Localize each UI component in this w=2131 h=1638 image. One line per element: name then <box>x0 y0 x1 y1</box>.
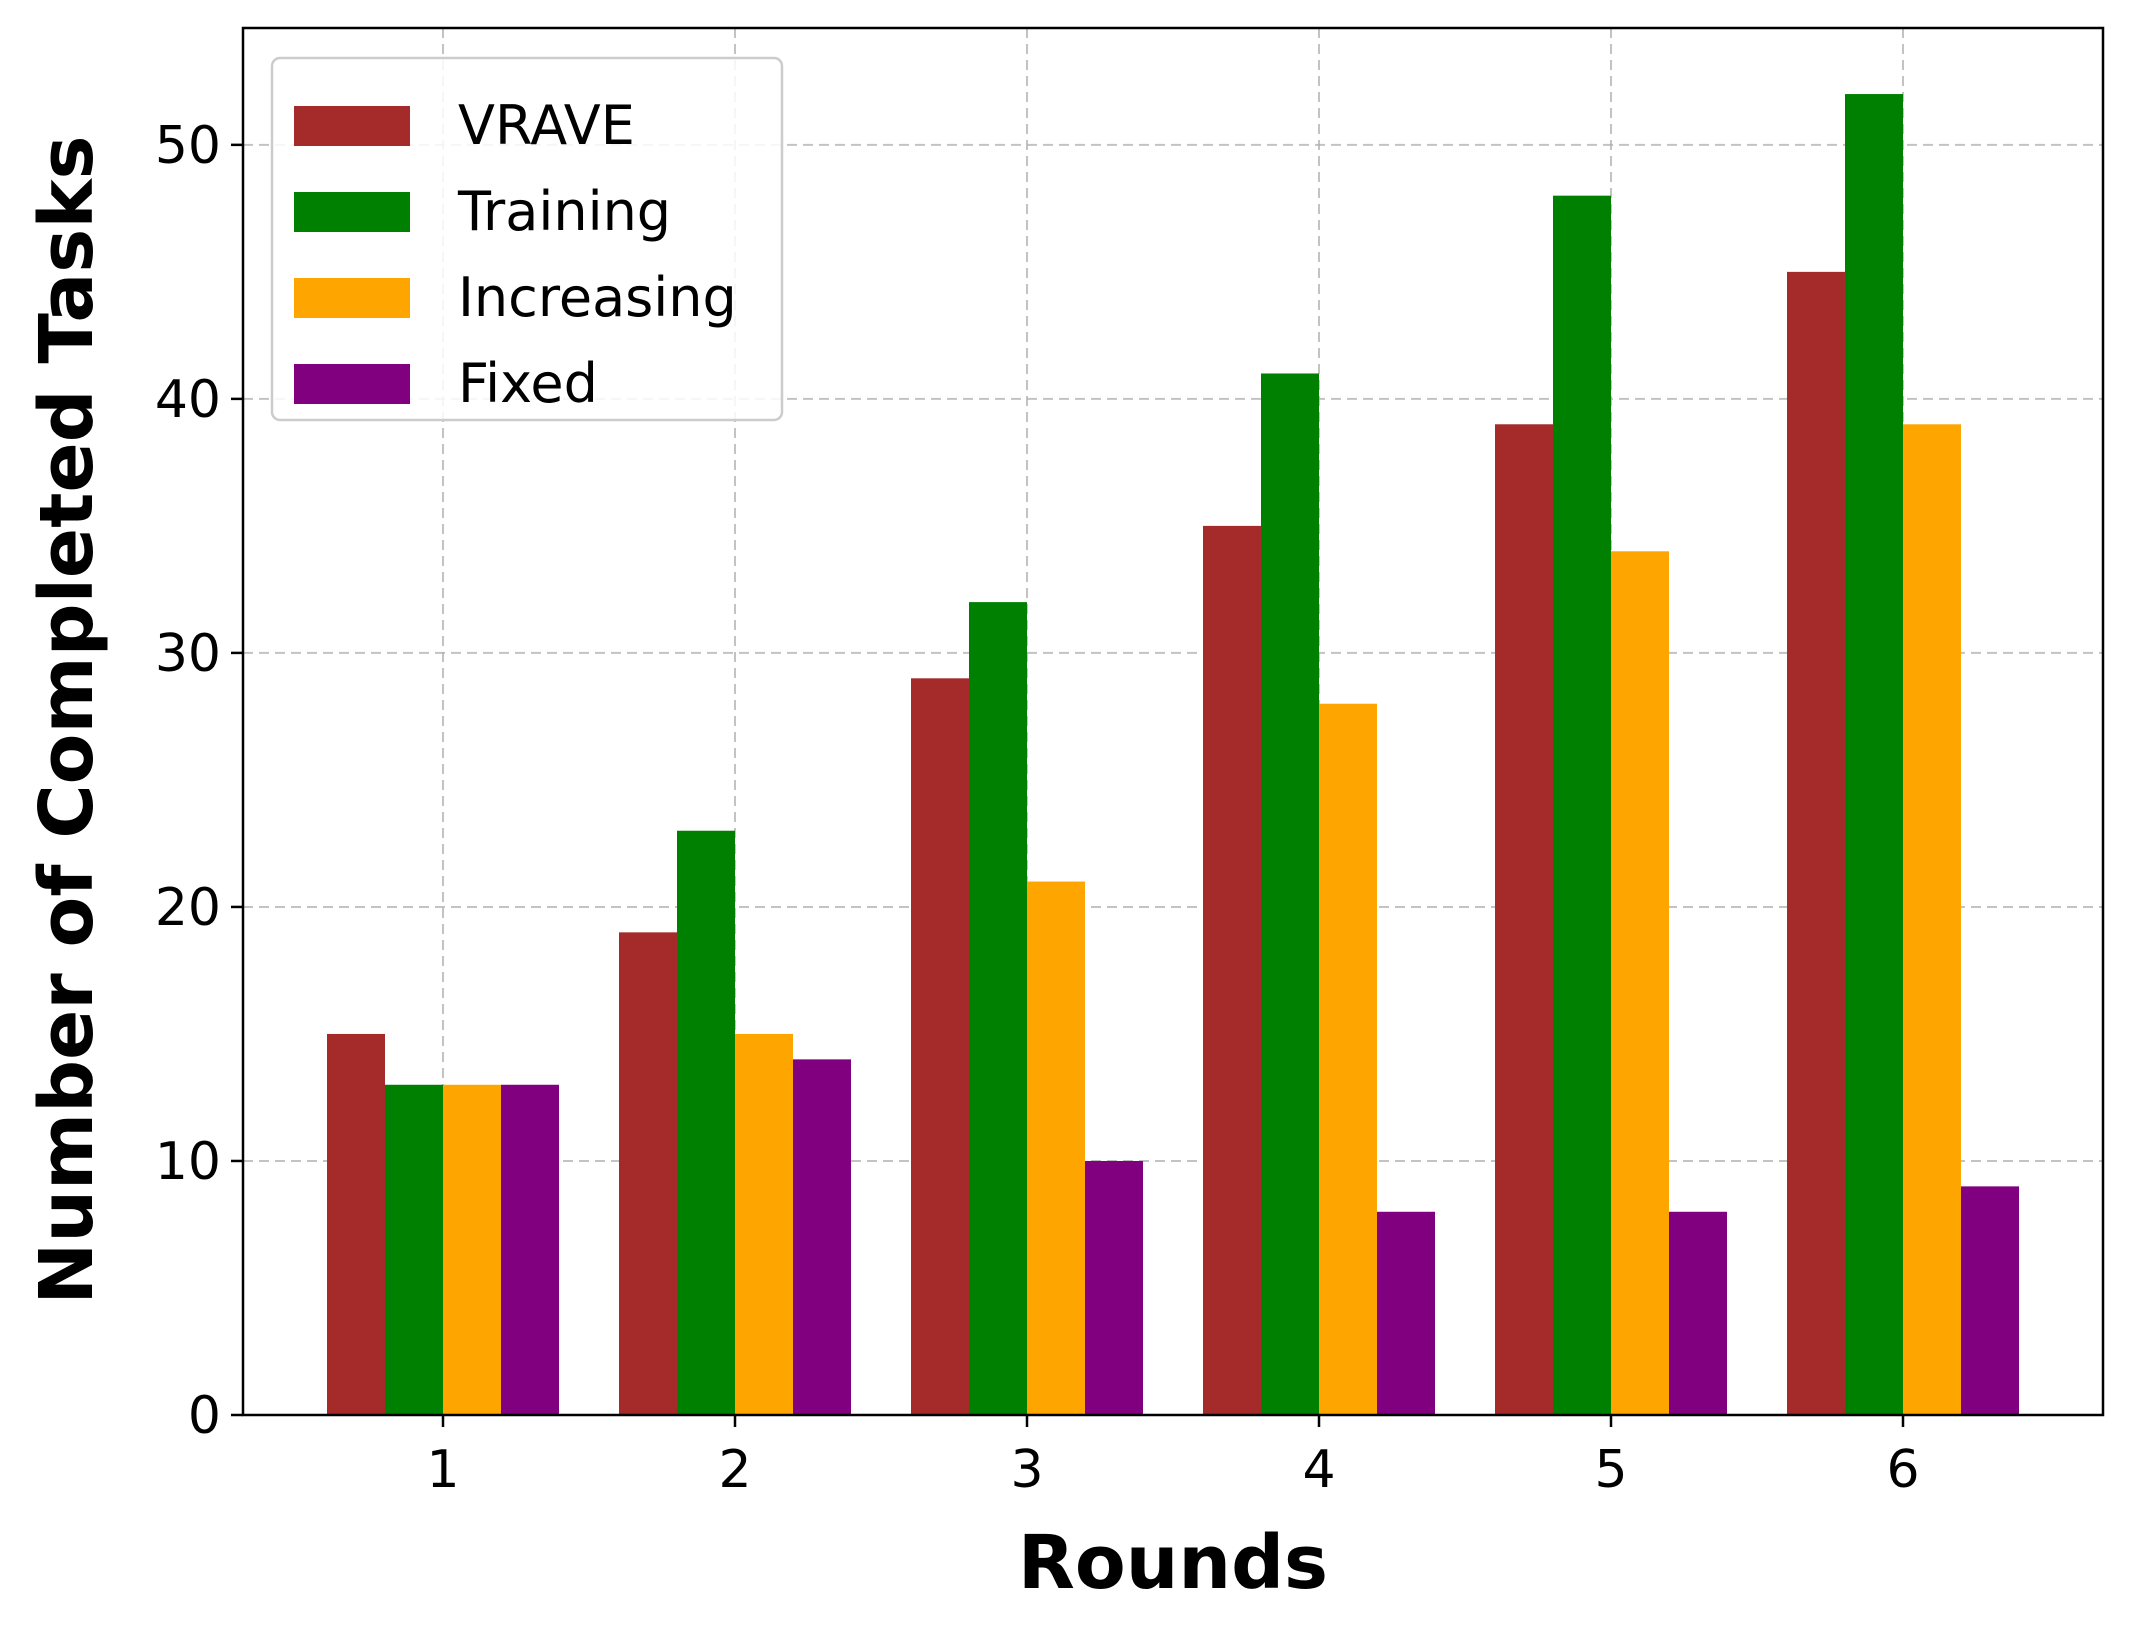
bar-training-round-3 <box>969 602 1027 1415</box>
x-axis-title: Rounds <box>1018 1520 1328 1606</box>
bar-training-round-1 <box>385 1084 443 1415</box>
bar-increasing-round-5 <box>1611 551 1669 1415</box>
bar-vrave-round-4 <box>1203 525 1261 1415</box>
x-tick-label: 3 <box>1010 1440 1043 1500</box>
bar-increasing-round-3 <box>1027 881 1085 1415</box>
bar-training-round-4 <box>1261 373 1319 1415</box>
bar-fixed-round-3 <box>1085 1160 1143 1415</box>
y-tick-label: 0 <box>188 1386 221 1446</box>
y-tick-label: 10 <box>155 1132 221 1192</box>
x-tick-label: 5 <box>1594 1440 1627 1500</box>
bars <box>327 94 2019 1416</box>
bar-training-round-5 <box>1553 195 1611 1416</box>
bar-fixed-round-6 <box>1961 1186 2019 1415</box>
bar-increasing-round-4 <box>1319 703 1377 1415</box>
bar-fixed-round-5 <box>1669 1211 1727 1415</box>
bar-fixed-round-4 <box>1377 1211 1435 1415</box>
legend-swatch-increasing <box>294 278 410 318</box>
y-tick-label: 40 <box>155 370 221 430</box>
x-tick-label: 6 <box>1886 1440 1919 1500</box>
x-axis-ticks: 1 2 3 4 5 6 <box>426 1415 1920 1500</box>
x-tick-label: 2 <box>718 1440 751 1500</box>
legend-label-fixed: Fixed <box>458 352 598 415</box>
bar-fixed-round-1 <box>501 1084 559 1415</box>
legend-frame <box>270 56 784 422</box>
bar-increasing-round-6 <box>1903 424 1961 1415</box>
plot-frame <box>241 26 2105 1417</box>
legend-label-increasing: Increasing <box>458 266 737 329</box>
legend-label-vrave: VRAVE <box>458 94 635 157</box>
x-tick-label: 1 <box>426 1440 459 1500</box>
bar-vrave-round-1 <box>327 1033 385 1415</box>
bar-increasing-round-2 <box>735 1033 793 1415</box>
bar-training-round-6 <box>1845 94 1903 1416</box>
legend-swatch-fixed <box>294 364 410 404</box>
bar-vrave-round-2 <box>619 932 677 1415</box>
bar-vrave-round-3 <box>911 678 969 1415</box>
y-tick-label: 20 <box>155 878 221 938</box>
y-axis-ticks: 0 10 20 30 40 50 <box>155 116 243 1446</box>
bar-vrave-round-6 <box>1787 271 1845 1415</box>
y-axis-title: Number of Completed Tasks <box>24 135 110 1304</box>
bar-vrave-round-5 <box>1495 424 1553 1415</box>
bar-increasing-round-1 <box>443 1084 501 1415</box>
y-tick-label: 50 <box>155 116 221 176</box>
legend: VRAVE Training Increasing Fixed <box>270 56 784 422</box>
legend-label-training: Training <box>457 180 671 243</box>
bar-fixed-round-2 <box>793 1059 851 1415</box>
bar-training-round-2 <box>677 830 735 1415</box>
legend-swatch-training <box>294 192 410 232</box>
y-tick-label: 30 <box>155 624 221 684</box>
legend-swatch-vrave <box>294 106 410 146</box>
x-tick-label: 4 <box>1302 1440 1335 1500</box>
